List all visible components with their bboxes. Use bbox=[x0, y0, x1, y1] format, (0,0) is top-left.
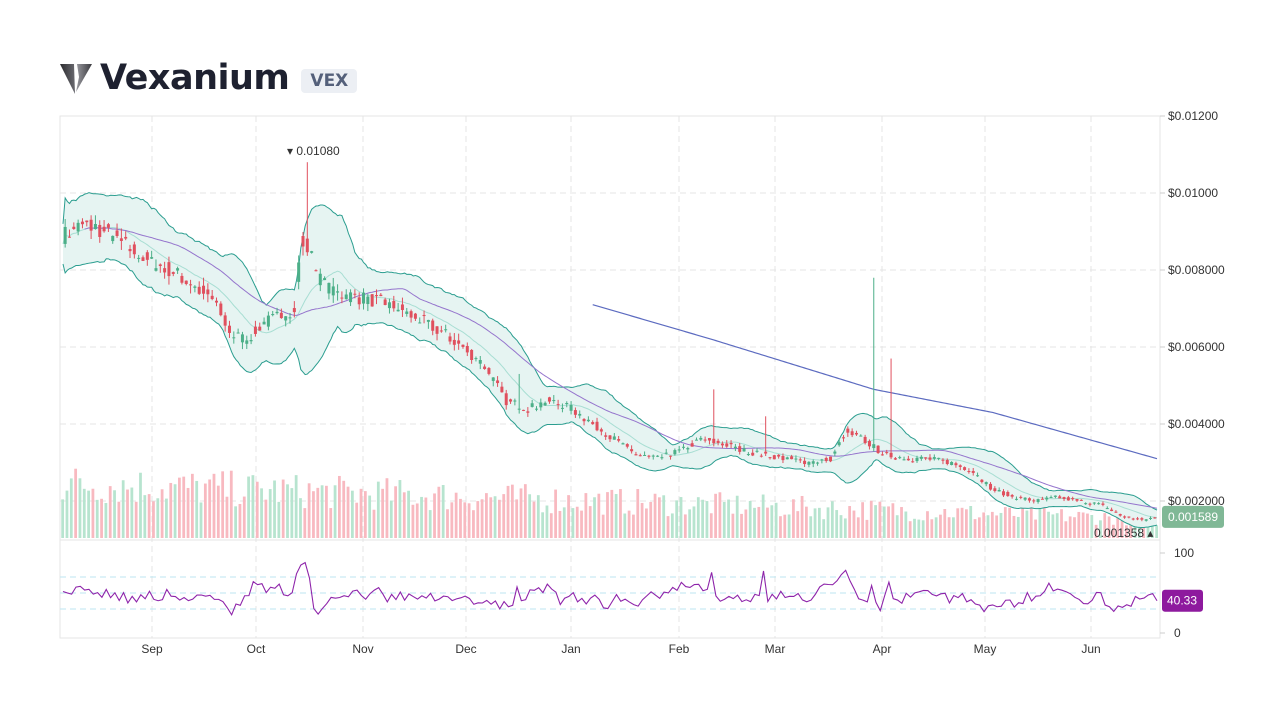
x-tick-label: Mar bbox=[765, 642, 786, 656]
x-tick-label: Sep bbox=[141, 642, 163, 656]
y-tick-label: $0.01200 bbox=[1168, 109, 1218, 123]
moving-averages bbox=[84, 227, 1158, 509]
chart-annotations: ▾ 0.01080 0.001358 ▴ 0.001589 40.33 bbox=[287, 144, 1224, 612]
last-price-badge bbox=[1162, 505, 1224, 528]
bollinger-bands bbox=[62, 192, 1158, 529]
svg-text:0.001589: 0.001589 bbox=[1168, 510, 1218, 524]
volume-bars bbox=[61, 468, 1159, 538]
rsi-tick-label: 100 bbox=[1174, 546, 1194, 560]
vexanium-logo-icon bbox=[60, 64, 92, 94]
svg-text:40.33: 40.33 bbox=[1167, 594, 1197, 608]
rsi-value-badge bbox=[1162, 589, 1203, 612]
y-tick-label: $0.008000 bbox=[1168, 263, 1225, 277]
chart-axes: $0.01200 $0.01000 $0.008000 $0.006000 $0.004… bbox=[141, 109, 1225, 656]
y-tick-label: $0.002000 bbox=[1168, 494, 1225, 508]
low-price-marker: 0.001358 ▴ bbox=[1094, 526, 1153, 540]
high-price-marker: ▾ 0.01080 bbox=[287, 144, 340, 158]
rsi-tick-label: 0 bbox=[1174, 626, 1181, 640]
candlesticks bbox=[63, 162, 1157, 522]
x-tick-label: Jun bbox=[1081, 642, 1100, 656]
x-tick-label: Feb bbox=[669, 642, 690, 656]
chart-grid bbox=[59, 115, 1161, 639]
rsi-panel bbox=[60, 561, 1160, 616]
ticker-badge: VEX bbox=[301, 69, 358, 93]
x-tick-label: Nov bbox=[352, 642, 373, 656]
x-tick-label: Apr bbox=[873, 642, 892, 656]
asset-name: Vexanium bbox=[100, 58, 290, 98]
y-tick-label: $0.01000 bbox=[1168, 186, 1218, 200]
x-tick-label: Oct bbox=[247, 642, 266, 656]
y-tick-label: $0.006000 bbox=[1168, 340, 1225, 354]
x-tick-label: Jan bbox=[561, 642, 580, 656]
y-tick-label: $0.004000 bbox=[1168, 417, 1225, 431]
asset-header: Vexanium VEX bbox=[60, 56, 358, 100]
x-tick-label: May bbox=[974, 642, 997, 656]
x-tick-label: Dec bbox=[455, 642, 476, 656]
